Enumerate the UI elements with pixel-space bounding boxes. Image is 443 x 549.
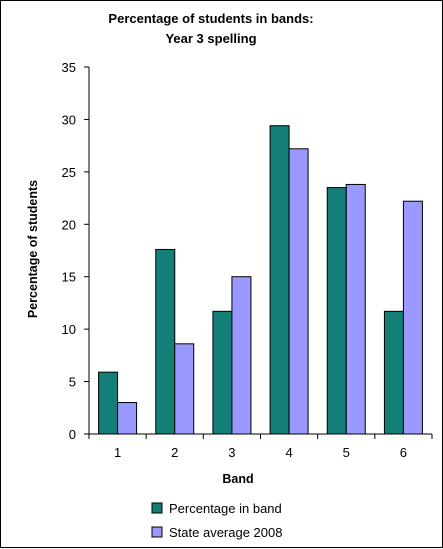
x-tick-label: 3: [228, 445, 235, 460]
bar-state-1: [117, 402, 138, 435]
plot-area: 0 5 10 15 20 25 30 35 1 2 3 4 5 6: [62, 60, 433, 460]
legend-label-2: State average 2008: [169, 525, 282, 540]
bar-band-6: [383, 310, 404, 435]
legend-swatch-1: [151, 502, 163, 514]
bar-state-2: [174, 343, 195, 435]
y-tick-label: 0: [69, 427, 76, 442]
bar-band-2: [155, 248, 176, 435]
x-tick-label: 6: [400, 445, 407, 460]
bar-state-5: [345, 183, 366, 435]
bar-band-3: [212, 310, 233, 435]
bar-state-4: [288, 148, 309, 435]
y-axis-title: Percentage of students: [26, 180, 40, 318]
x-axis-title: Band: [222, 472, 253, 486]
legend: Percentage in band State average 2008: [151, 501, 282, 540]
y-tick-label: 35: [62, 60, 76, 75]
chart-title: Percentage of students in bands:: [108, 11, 313, 26]
bar-state-3: [231, 276, 252, 435]
bar-band-1: [98, 371, 119, 435]
chart-subtitle: Year 3 spelling: [165, 31, 256, 46]
bar-state-6: [402, 200, 423, 435]
x-tick-label: 4: [285, 445, 292, 460]
y-tick-label: 25: [62, 165, 76, 180]
x-tick-label: 1: [114, 445, 121, 460]
legend-label-1: Percentage in band: [169, 501, 282, 516]
y-tick-label: 10: [62, 322, 76, 337]
y-tick-label: 15: [62, 270, 76, 285]
bar-band-4: [269, 125, 290, 435]
y-tick-label: 5: [69, 375, 76, 390]
bar-band-5: [326, 187, 347, 435]
x-tick-label: 2: [171, 445, 178, 460]
y-tick-label: 20: [62, 217, 76, 232]
y-tick-label: 30: [62, 112, 76, 127]
legend-swatch-2: [151, 526, 163, 538]
x-tick-label: 5: [343, 445, 350, 460]
